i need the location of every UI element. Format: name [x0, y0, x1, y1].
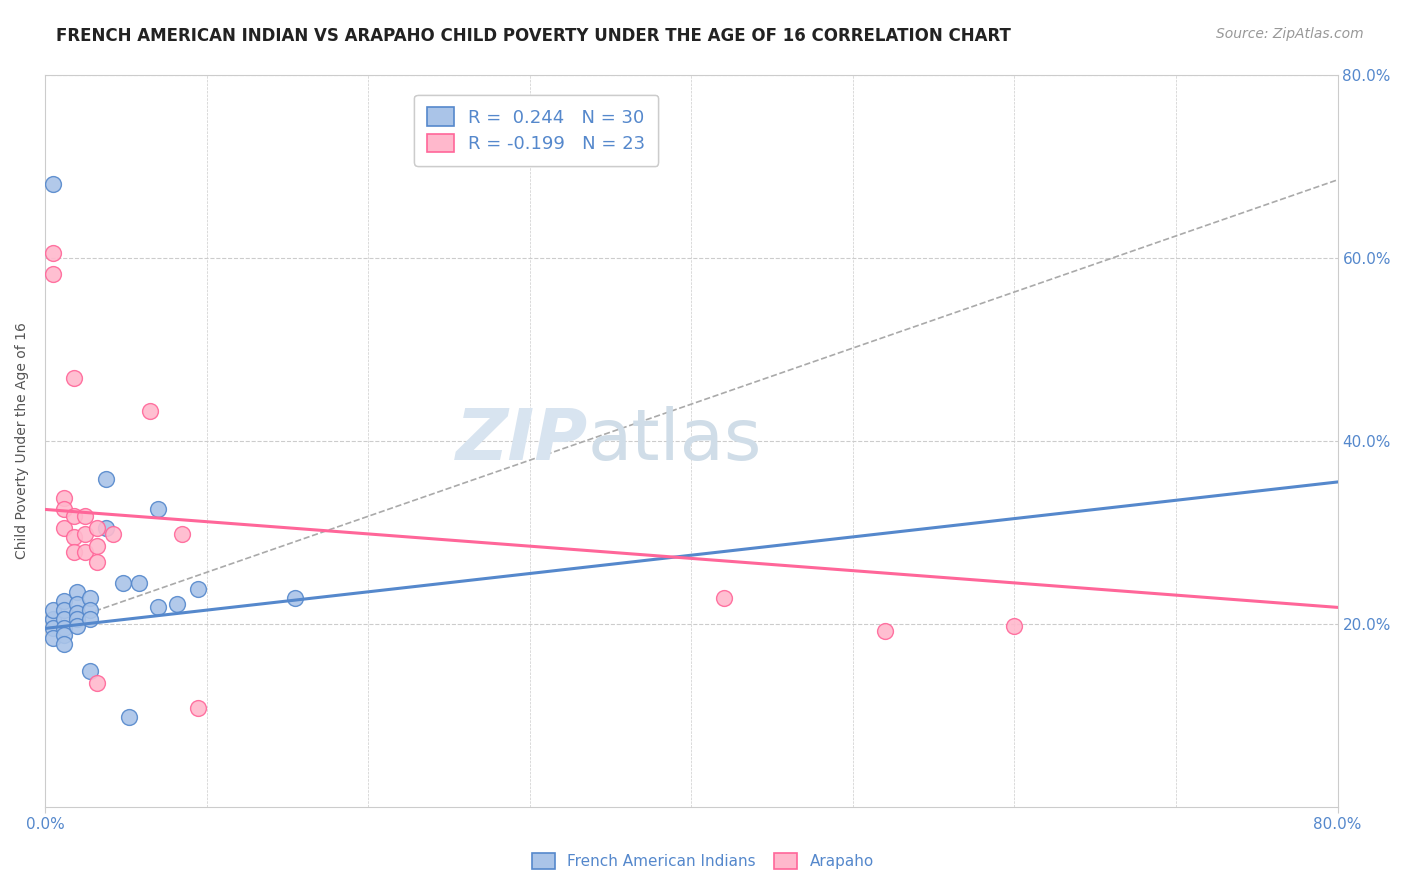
- Point: [118, 710, 141, 724]
- Point: [172, 527, 194, 541]
- Point: [75, 527, 97, 541]
- Point: [111, 575, 134, 590]
- Point: [86, 521, 108, 535]
- Point: [63, 530, 86, 544]
- Point: [53, 603, 76, 617]
- Point: [53, 628, 76, 642]
- Point: [42, 178, 65, 192]
- Point: [101, 527, 124, 541]
- Point: [146, 600, 169, 615]
- Point: [1004, 618, 1026, 632]
- Point: [96, 521, 118, 535]
- Point: [42, 267, 65, 281]
- Point: [79, 603, 101, 617]
- Point: [86, 676, 108, 690]
- Point: [66, 612, 89, 626]
- Point: [66, 618, 89, 632]
- Point: [53, 637, 76, 651]
- Point: [42, 622, 65, 636]
- Point: [79, 591, 101, 606]
- Point: [42, 246, 65, 260]
- Legend: R =  0.244   N = 30, R = -0.199   N = 23: R = 0.244 N = 30, R = -0.199 N = 23: [415, 95, 658, 166]
- Point: [42, 603, 65, 617]
- Point: [79, 612, 101, 626]
- Legend: French American Indians, Arapaho: French American Indians, Arapaho: [526, 847, 880, 875]
- Y-axis label: Child Poverty Under the Age of 16: Child Poverty Under the Age of 16: [15, 322, 30, 559]
- Point: [66, 597, 89, 611]
- Point: [63, 545, 86, 559]
- Point: [53, 491, 76, 505]
- Point: [53, 594, 76, 608]
- Point: [713, 591, 735, 606]
- Text: atlas: atlas: [588, 406, 762, 475]
- Point: [42, 631, 65, 645]
- Point: [86, 555, 108, 569]
- Point: [96, 472, 118, 486]
- Point: [187, 582, 209, 596]
- Point: [75, 545, 97, 559]
- Point: [53, 612, 76, 626]
- Text: FRENCH AMERICAN INDIAN VS ARAPAHO CHILD POVERTY UNDER THE AGE OF 16 CORRELATION : FRENCH AMERICAN INDIAN VS ARAPAHO CHILD …: [56, 27, 1011, 45]
- Text: Source: ZipAtlas.com: Source: ZipAtlas.com: [1216, 27, 1364, 41]
- Point: [53, 502, 76, 516]
- Point: [42, 612, 65, 626]
- Point: [166, 597, 188, 611]
- Point: [66, 584, 89, 599]
- Point: [128, 575, 150, 590]
- Point: [53, 622, 76, 636]
- Point: [53, 521, 76, 535]
- Point: [63, 508, 86, 523]
- Point: [875, 624, 897, 639]
- Point: [139, 404, 162, 418]
- Point: [79, 665, 101, 679]
- Point: [86, 539, 108, 553]
- Point: [63, 371, 86, 385]
- Point: [284, 591, 307, 606]
- Point: [75, 508, 97, 523]
- Point: [146, 502, 169, 516]
- Point: [187, 701, 209, 715]
- Text: ZIP: ZIP: [456, 406, 588, 475]
- Point: [66, 606, 89, 620]
